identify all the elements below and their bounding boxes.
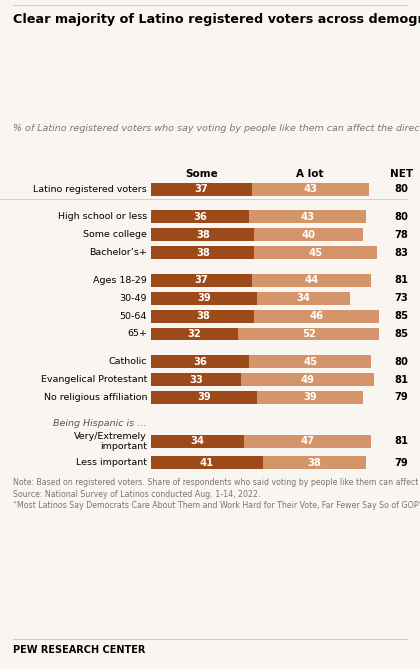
Text: 81: 81	[394, 276, 408, 286]
Bar	[151, 435, 244, 448]
Text: 37: 37	[194, 276, 208, 286]
Text: 40: 40	[302, 229, 316, 240]
Text: 38: 38	[307, 458, 321, 468]
Bar	[238, 328, 380, 341]
Bar	[252, 183, 369, 195]
Text: 80: 80	[394, 184, 408, 194]
Text: 38: 38	[196, 229, 210, 240]
Text: Bachelor’s+: Bachelor’s+	[89, 248, 147, 257]
Text: 52: 52	[302, 329, 316, 339]
Text: 45: 45	[309, 248, 323, 258]
Bar	[249, 211, 366, 223]
Text: 41: 41	[200, 458, 214, 468]
Text: Some college: Some college	[83, 230, 147, 240]
Text: PEW RESEARCH CENTER: PEW RESEARCH CENTER	[13, 645, 145, 654]
Text: No religious affiliation: No religious affiliation	[44, 393, 147, 402]
Bar	[241, 373, 374, 386]
Text: Very/Extremely
important: Very/Extremely important	[74, 432, 147, 451]
Bar	[151, 328, 238, 341]
Text: 34: 34	[190, 436, 205, 446]
Text: 43: 43	[303, 184, 317, 194]
Text: 80: 80	[394, 212, 408, 222]
Text: % of Latino registered voters who say voting by people like them can affect the : % of Latino registered voters who say vo…	[13, 124, 420, 132]
Text: Evangelical Protestant: Evangelical Protestant	[41, 375, 147, 384]
Bar	[257, 292, 349, 304]
Bar	[151, 391, 257, 404]
Text: 36: 36	[193, 357, 207, 367]
Bar	[255, 246, 377, 259]
Text: Ages 18-29: Ages 18-29	[93, 276, 147, 285]
Text: 79: 79	[394, 393, 408, 403]
Text: 78: 78	[394, 229, 408, 240]
Text: 39: 39	[197, 393, 211, 403]
Text: 32: 32	[188, 329, 202, 339]
Bar	[244, 435, 371, 448]
Text: 44: 44	[304, 276, 319, 286]
Text: 65+: 65+	[127, 329, 147, 339]
Text: Being Hispanic is …: Being Hispanic is …	[53, 419, 147, 428]
Bar	[255, 310, 380, 322]
Text: 73: 73	[394, 293, 408, 303]
Text: 85: 85	[394, 311, 408, 321]
Bar	[151, 292, 257, 304]
Text: 85: 85	[394, 329, 408, 339]
Bar	[151, 183, 252, 195]
Text: Some: Some	[185, 169, 218, 179]
Text: 49: 49	[300, 375, 315, 385]
Text: 33: 33	[189, 375, 203, 385]
Text: Latino registered voters: Latino registered voters	[33, 185, 147, 193]
Text: 46: 46	[310, 311, 324, 321]
Bar	[151, 211, 249, 223]
Bar	[252, 274, 371, 287]
Text: High school or less: High school or less	[58, 212, 147, 221]
Text: Note: Based on registered voters. Share of respondents who said voting by people: Note: Based on registered voters. Share …	[13, 478, 420, 510]
Text: 50-64: 50-64	[120, 312, 147, 320]
Text: 79: 79	[394, 458, 408, 468]
Text: NET: NET	[389, 169, 413, 179]
Bar	[151, 310, 255, 322]
Text: 47: 47	[300, 436, 315, 446]
Bar	[151, 456, 262, 469]
Text: 39: 39	[197, 293, 211, 303]
Bar	[262, 456, 366, 469]
Text: 30-49: 30-49	[120, 294, 147, 302]
Text: Catholic: Catholic	[108, 357, 147, 366]
Bar	[257, 391, 363, 404]
Bar	[151, 246, 255, 259]
Text: 38: 38	[196, 248, 210, 258]
Bar	[151, 228, 255, 242]
Text: 39: 39	[303, 393, 317, 403]
Text: 81: 81	[394, 375, 408, 385]
Text: 36: 36	[193, 212, 207, 222]
Text: 34: 34	[297, 293, 310, 303]
Bar	[151, 373, 241, 386]
Bar	[151, 355, 249, 368]
Text: 80: 80	[394, 357, 408, 367]
Text: A lot: A lot	[297, 169, 324, 179]
Text: 43: 43	[300, 212, 315, 222]
Text: Less important: Less important	[76, 458, 147, 467]
Bar	[255, 228, 363, 242]
Bar	[151, 274, 252, 287]
Text: 38: 38	[196, 311, 210, 321]
Bar	[249, 355, 371, 368]
Text: 83: 83	[394, 248, 408, 258]
Text: 45: 45	[303, 357, 317, 367]
Text: 81: 81	[394, 436, 408, 446]
Text: Clear majority of Latino registered voters across demographic groups say the vot: Clear majority of Latino registered vote…	[13, 13, 420, 26]
Text: 37: 37	[194, 184, 208, 194]
